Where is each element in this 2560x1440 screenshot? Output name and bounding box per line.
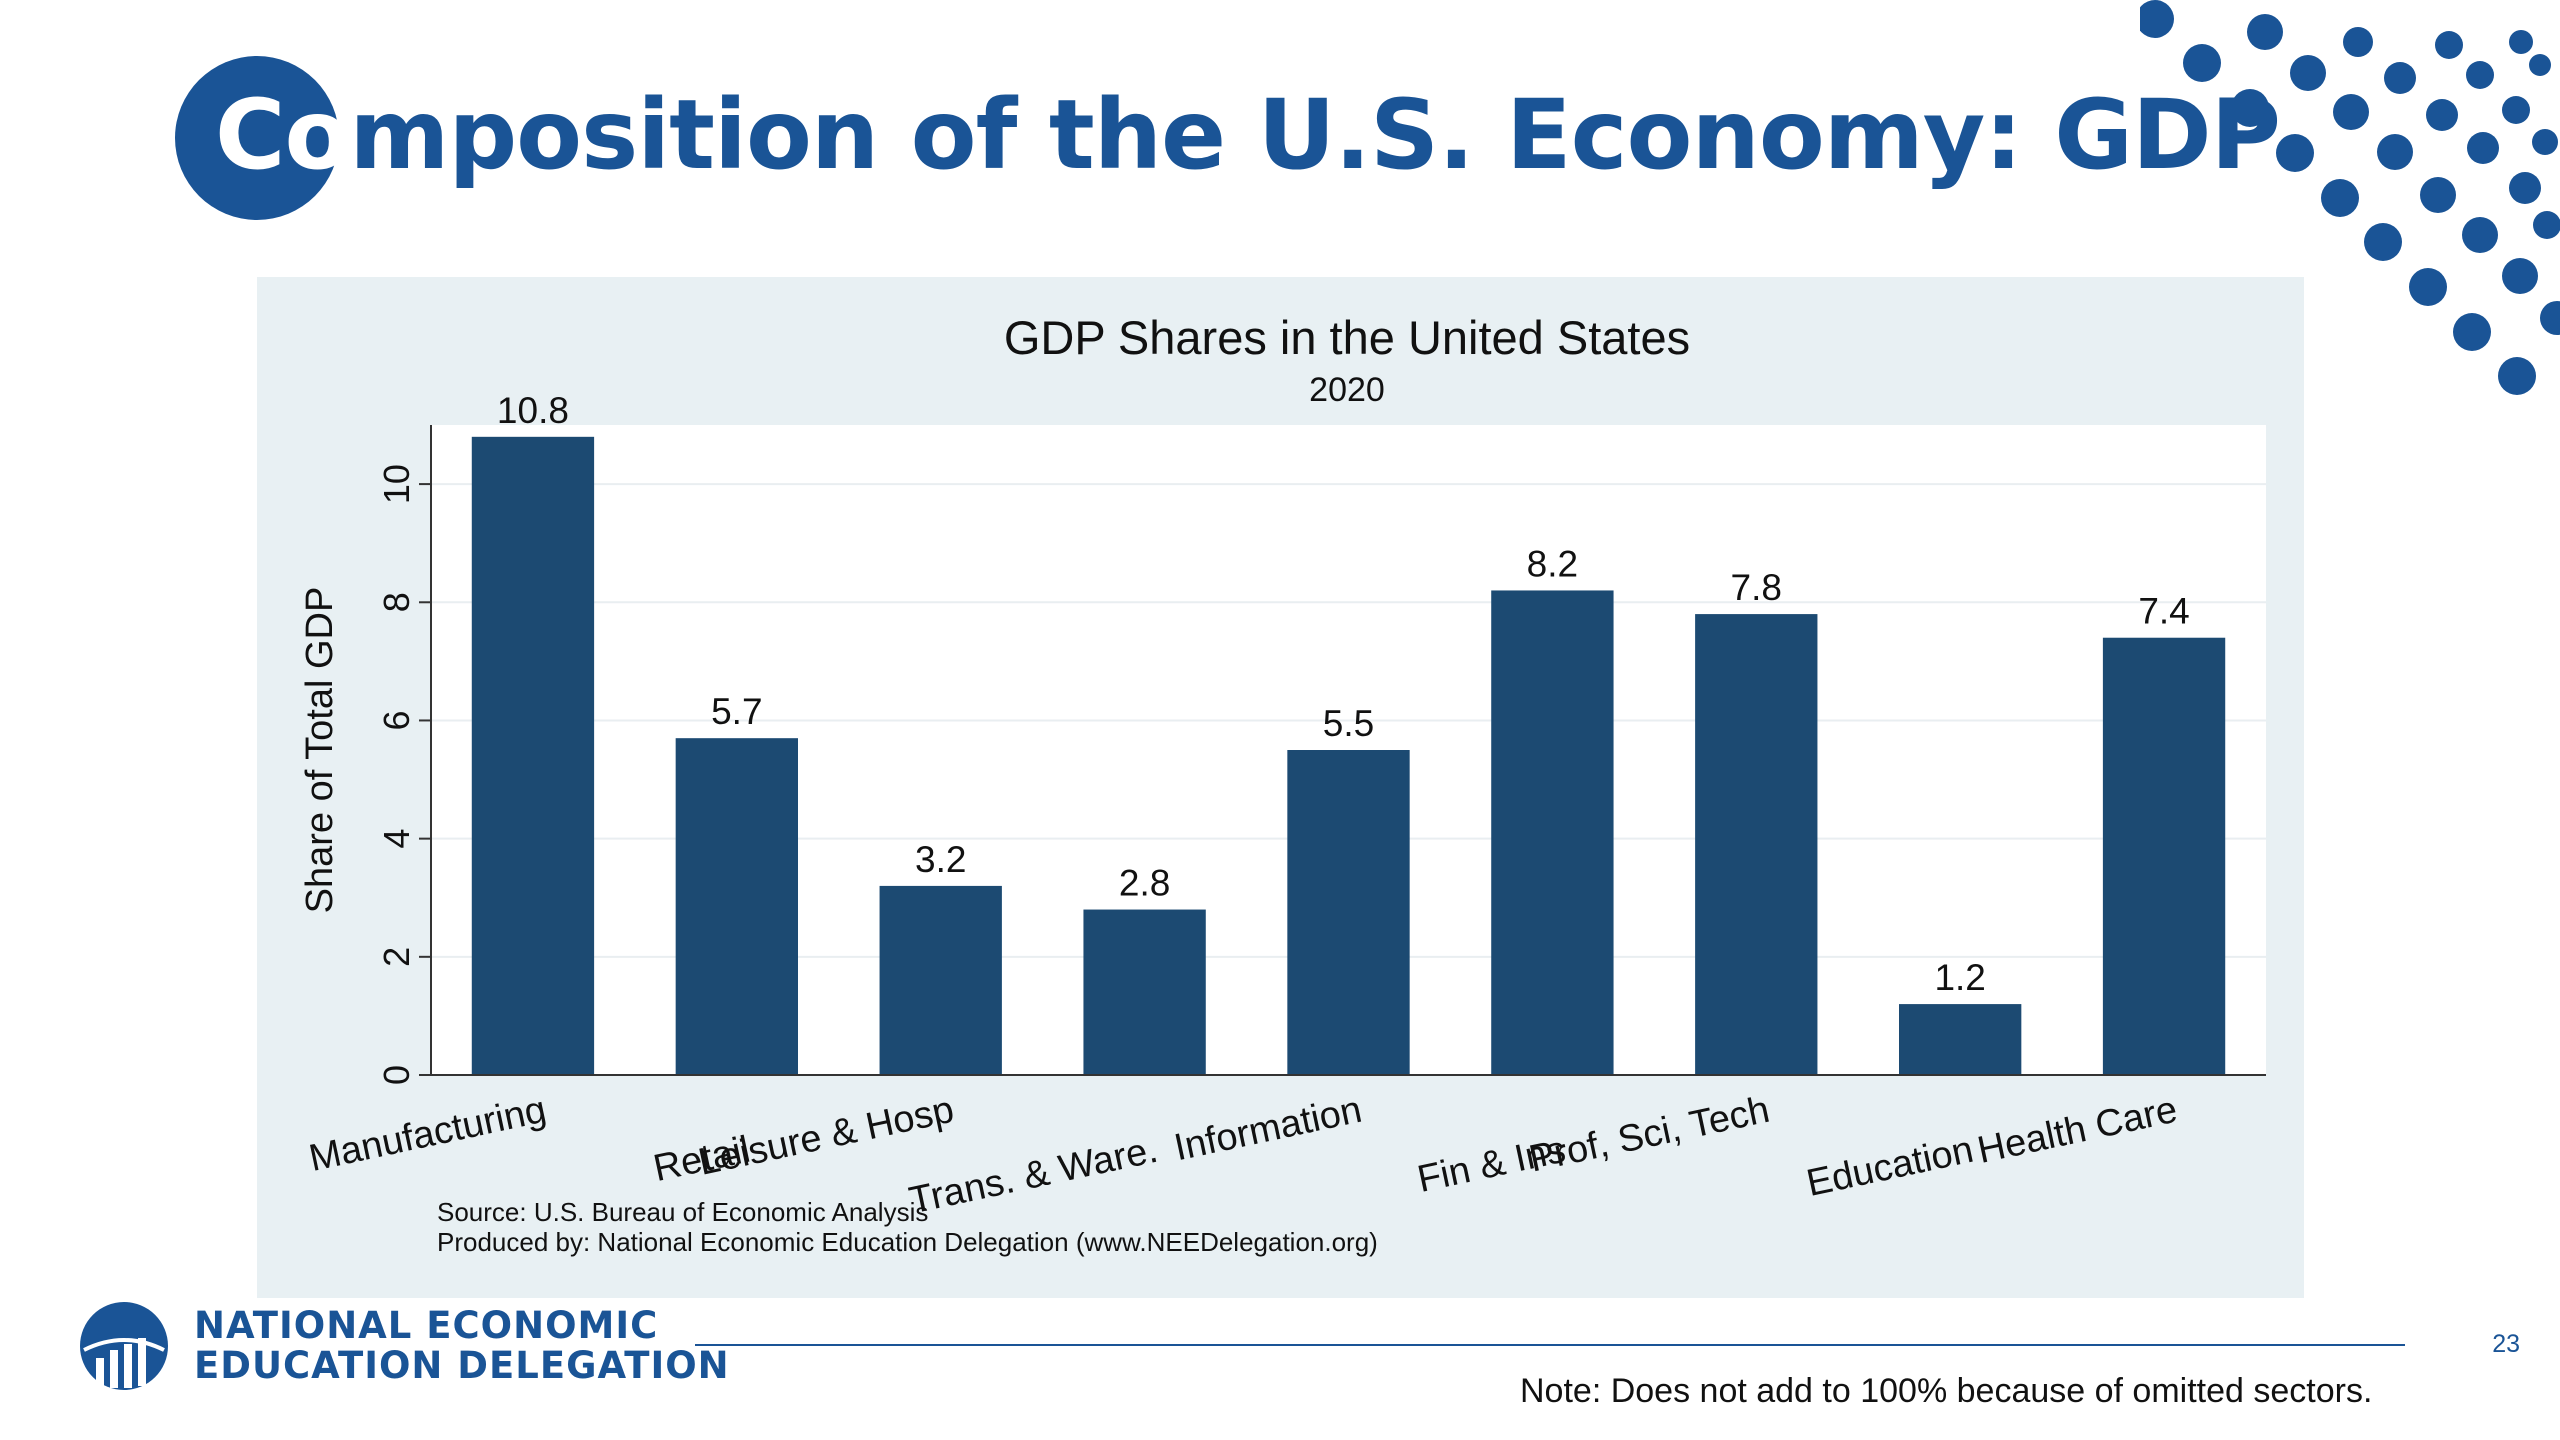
title-accent-circle bbox=[175, 56, 339, 220]
bar bbox=[675, 738, 798, 1075]
data-label: 5.7 bbox=[711, 691, 762, 732]
footnote: Note: Does not add to 100% because of om… bbox=[1520, 1372, 2373, 1410]
bar-chart: 0 2 4 6 8 10 10.8 5.7 3.2 2.8 5.5 8.2 7.8 1.2 7.4 Man… bbox=[299, 311, 2266, 1257]
x-tick-label: Trans. & Ware. bbox=[906, 1129, 1162, 1223]
y-tick-label: 10 bbox=[376, 464, 417, 504]
bar bbox=[1899, 1004, 2022, 1075]
data-label: 10.8 bbox=[497, 390, 569, 431]
chart-panel: 0 2 4 6 8 10 10.8 5.7 3.2 2.8 5.5 8.2 7.8 1.2 7.4 Man… bbox=[257, 277, 2304, 1298]
bar bbox=[1083, 909, 1206, 1075]
y-tick-label: 2 bbox=[376, 947, 417, 967]
data-label: 2.8 bbox=[1119, 863, 1170, 904]
bar bbox=[879, 885, 1002, 1075]
y-ticks: 0 2 4 6 8 10 bbox=[376, 464, 431, 1085]
bars bbox=[471, 436, 2226, 1075]
produced-by-line: Produced by: National Economic Education… bbox=[437, 1227, 1378, 1257]
org-name: NATIONAL ECONOMIC EDUCATION DELEGATION bbox=[194, 1306, 730, 1386]
org-name-line2: EDUCATION DELEGATION bbox=[194, 1344, 730, 1387]
x-tick-label: Education bbox=[1803, 1129, 1977, 1205]
y-axis-label: Share of Total GDP bbox=[299, 587, 341, 914]
bar bbox=[1287, 750, 1410, 1075]
y-tick-label: 4 bbox=[376, 829, 417, 849]
decorative-dot-pattern bbox=[2140, 0, 2560, 395]
y-tick-label: 0 bbox=[376, 1065, 417, 1085]
data-label: 7.8 bbox=[1731, 567, 1782, 608]
page-number: 23 bbox=[2492, 1330, 2520, 1358]
data-label: 1.2 bbox=[1934, 957, 1985, 998]
value-labels: 10.8 5.7 3.2 2.8 5.5 8.2 7.8 1.2 7.4 bbox=[497, 390, 2190, 998]
nee-globe-bars-icon bbox=[80, 1302, 168, 1390]
y-tick-label: 6 bbox=[376, 710, 417, 730]
x-tick-label: Leisure & Hosp bbox=[695, 1089, 958, 1184]
org-name-line1: NATIONAL ECONOMIC bbox=[194, 1304, 659, 1347]
data-label: 3.2 bbox=[915, 839, 966, 880]
source-line: Source: U.S. Bureau of Economic Analysis bbox=[437, 1197, 928, 1227]
data-label: 8.2 bbox=[1527, 543, 1578, 584]
data-label: 5.5 bbox=[1323, 703, 1374, 744]
bar bbox=[2102, 637, 2226, 1075]
footer-divider bbox=[695, 1344, 2405, 1346]
bar bbox=[1695, 614, 1818, 1075]
slide-title-lead: Co bbox=[215, 79, 350, 191]
slide-title-rest: mposition of the U.S. Economy: GDP bbox=[349, 79, 2281, 191]
x-tick-label: Manufacturing bbox=[306, 1089, 550, 1180]
y-tick-label: 8 bbox=[376, 592, 417, 612]
bar bbox=[471, 436, 595, 1075]
chart-title: GDP Shares in the United States bbox=[1004, 311, 1690, 364]
data-label: 7.4 bbox=[2138, 591, 2189, 632]
x-tick-label: Information bbox=[1171, 1089, 1366, 1170]
bar bbox=[1491, 590, 1614, 1075]
x-tick-label: Prof, Sci, Tech bbox=[1525, 1089, 1773, 1181]
x-tick-label: Health Care bbox=[1974, 1089, 2181, 1172]
slide-title: Composition of the U.S. Economy: GDP bbox=[215, 70, 2281, 200]
chart-subtitle: 2020 bbox=[1309, 371, 1385, 409]
